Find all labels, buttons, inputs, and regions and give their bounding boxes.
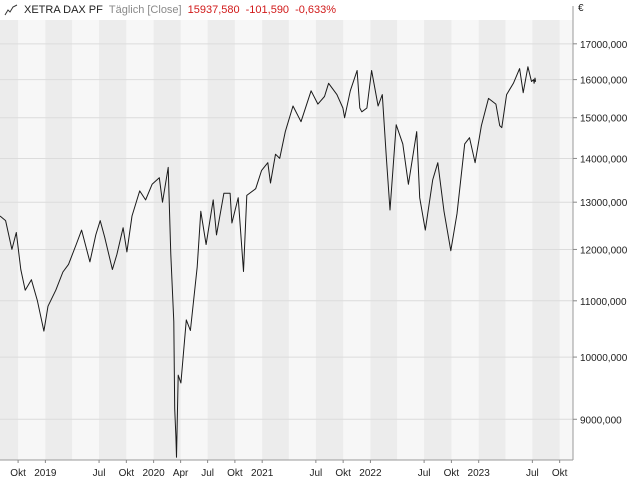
quarter-band	[153, 20, 181, 460]
series-layer	[0, 66, 537, 458]
quarter-band	[45, 20, 73, 460]
y-tick-label: 14000,000	[580, 154, 628, 165]
x-tick-label: Okt	[444, 468, 460, 479]
legend-interval: Täglich [Close]	[108, 4, 182, 16]
x-tick-label: 2020	[143, 468, 166, 479]
y-tick-label: 13000,000	[580, 198, 628, 209]
quarter-band	[424, 20, 452, 460]
x-tick-label: Jul	[526, 468, 539, 479]
quarter-band	[262, 20, 289, 460]
x-tick-label: 2022	[359, 468, 382, 479]
x-tick-label: 2021	[251, 468, 274, 479]
legend-series-name: XETRA DAX PF	[24, 4, 103, 16]
y-tick-label: 11000,000	[580, 297, 627, 308]
quarter-band	[370, 20, 398, 460]
x-tick-label: Okt	[119, 468, 135, 479]
y-tick-label: 12000,000	[580, 245, 628, 256]
x-tick-label: Jul	[93, 468, 106, 479]
chart-legend: XETRA DAX PF Täglich [Close] 15937,580 -…	[4, 3, 339, 17]
x-tick-label: Okt	[335, 468, 351, 479]
quarter-band	[315, 20, 344, 460]
x-axis-ticks: Okt 2019 Jul Okt 2020 Apr Jul Okt 2021 Jul Okt 2022…	[10, 460, 568, 479]
x-tick-label: Okt	[552, 468, 568, 479]
period-bands	[0, 20, 573, 460]
y-axis-ticks: 9000,000 10000,000 11000,000 12000,000 13000…	[573, 40, 628, 426]
y-tick-label: 17000,000	[580, 40, 628, 51]
y-tick-label: 10000,000	[580, 353, 628, 364]
x-tick-label: Jul	[309, 468, 322, 479]
axes	[0, 6, 574, 461]
line-series-icon	[4, 4, 18, 16]
x-tick-label: Okt	[10, 468, 26, 479]
y-tick-label: 15000,000	[580, 114, 628, 125]
x-tick-label: 2023	[468, 468, 491, 479]
legend-change-pct: -0,633%	[295, 4, 337, 16]
x-tick-label: Apr	[173, 468, 189, 479]
quarter-band	[207, 20, 235, 460]
y-tick-label: 9000,000	[580, 415, 622, 426]
legend-last-value: 15937,580	[187, 4, 240, 16]
series-line	[0, 66, 537, 458]
quarter-band	[532, 20, 560, 460]
quarter-band	[99, 20, 127, 460]
gridlines	[0, 43, 573, 420]
y-tick-label: 16000,000	[580, 76, 628, 87]
quarter-band	[478, 20, 506, 460]
x-tick-label: Okt	[227, 468, 243, 479]
quarter-band	[0, 20, 19, 460]
x-tick-label: Jul	[201, 468, 214, 479]
currency-label: €	[578, 3, 584, 14]
x-tick-label: 2019	[34, 468, 57, 479]
legend-change: -101,590	[245, 4, 290, 16]
x-tick-label: Jul	[418, 468, 431, 479]
